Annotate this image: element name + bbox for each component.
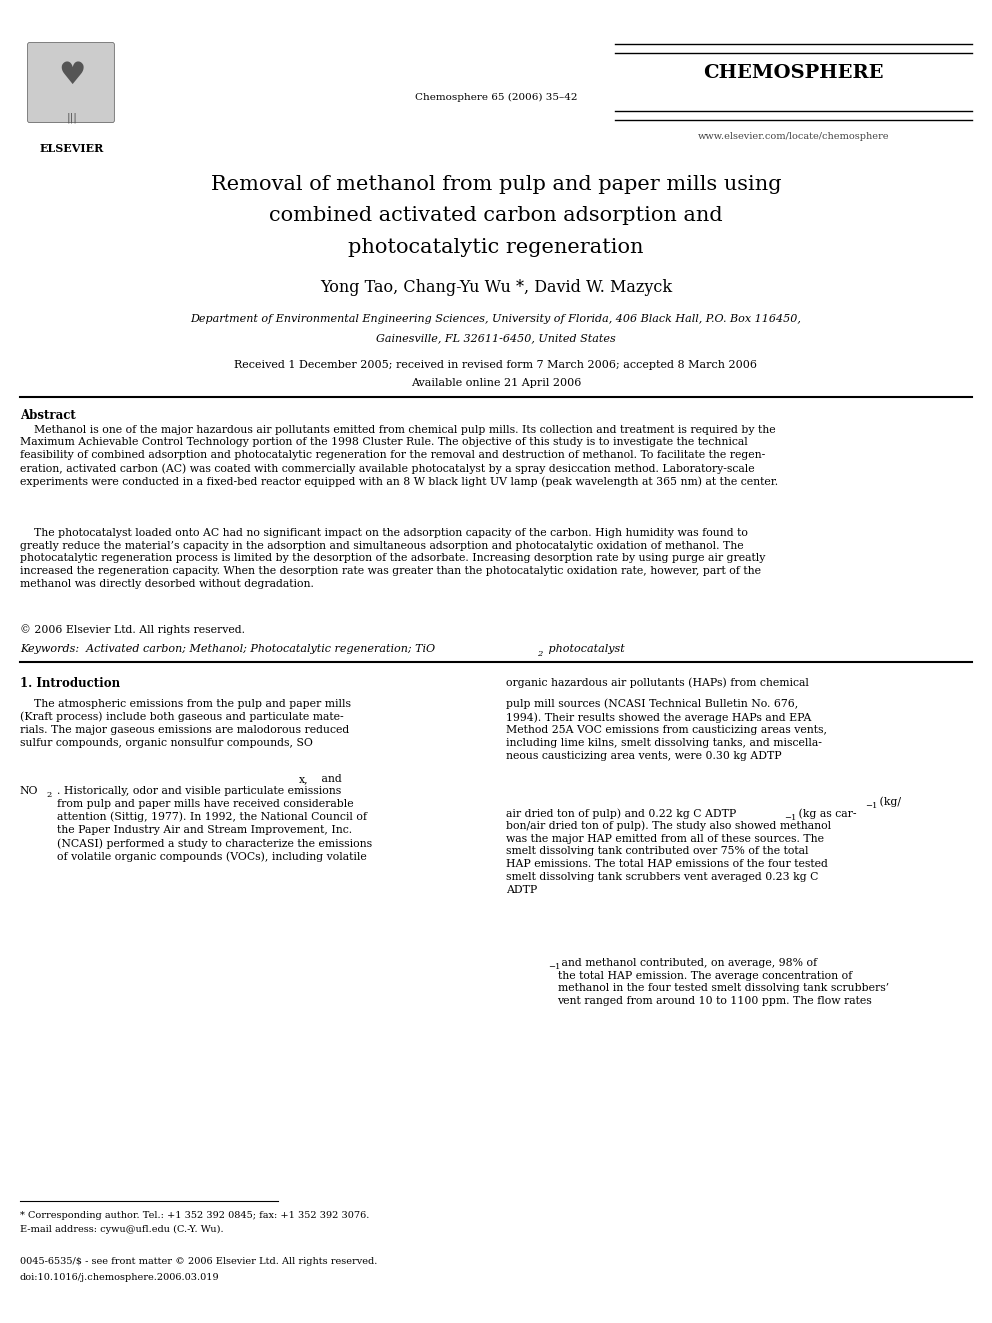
Text: pulp mill sources (NCASI Technical Bulletin No. 676,
1994). Their results showed: pulp mill sources (NCASI Technical Bulle… <box>506 699 827 761</box>
FancyBboxPatch shape <box>28 42 114 123</box>
Text: x,: x, <box>299 774 309 785</box>
Text: photocatalyst: photocatalyst <box>545 644 624 655</box>
Text: and: and <box>318 774 342 785</box>
Text: (kg/: (kg/ <box>876 796 901 807</box>
Text: photocatalytic regeneration: photocatalytic regeneration <box>348 238 644 257</box>
Text: Methanol is one of the major hazardous air pollutants emitted from chemical pulp: Methanol is one of the major hazardous a… <box>20 425 778 487</box>
Text: Received 1 December 2005; received in revised form 7 March 2006; accepted 8 Marc: Received 1 December 2005; received in re… <box>234 360 758 370</box>
Text: Available online 21 April 2006: Available online 21 April 2006 <box>411 378 581 389</box>
Text: organic hazardous air pollutants (HAPs) from chemical: organic hazardous air pollutants (HAPs) … <box>506 677 808 688</box>
Text: CHEMOSPHERE: CHEMOSPHERE <box>703 64 884 82</box>
Text: Removal of methanol from pulp and paper mills using: Removal of methanol from pulp and paper … <box>210 175 782 193</box>
Text: 1. Introduction: 1. Introduction <box>20 677 120 691</box>
Text: −1: −1 <box>549 963 560 971</box>
Text: Department of Environmental Engineering Sciences, University of Florida, 406 Bla: Department of Environmental Engineering … <box>190 314 802 324</box>
Text: |||: ||| <box>66 112 77 123</box>
Text: . Historically, odor and visible particulate emissions
from pulp and paper mills: . Historically, odor and visible particu… <box>57 786 372 863</box>
Text: (kg as car-: (kg as car- <box>795 808 856 819</box>
Text: combined activated carbon adsorption and: combined activated carbon adsorption and <box>269 206 723 225</box>
Text: Yong Tao, Chang-Yu Wu *, David W. Mazyck: Yong Tao, Chang-Yu Wu *, David W. Mazyck <box>320 279 672 296</box>
Text: bon/air dried ton of pulp). The study also showed methanol
was the major HAP emi: bon/air dried ton of pulp). The study al… <box>506 820 831 894</box>
Text: The photocatalyst loaded onto AC had no significant impact on the adsorption cap: The photocatalyst loaded onto AC had no … <box>20 528 765 589</box>
Text: 0045-6535/$ - see front matter © 2006 Elsevier Ltd. All rights reserved.: 0045-6535/$ - see front matter © 2006 El… <box>20 1257 377 1266</box>
Text: Chemosphere 65 (2006) 35–42: Chemosphere 65 (2006) 35–42 <box>415 93 577 102</box>
Text: doi:10.1016/j.chemosphere.2006.03.019: doi:10.1016/j.chemosphere.2006.03.019 <box>20 1273 219 1282</box>
Text: and methanol contributed, on average, 98% of
the total HAP emission. The average: and methanol contributed, on average, 98… <box>558 958 889 1007</box>
Text: © 2006 Elsevier Ltd. All rights reserved.: © 2006 Elsevier Ltd. All rights reserved… <box>20 624 245 635</box>
Text: Keywords:  Activated carbon; Methanol; Photocatalytic regeneration; TiO: Keywords: Activated carbon; Methanol; Ph… <box>20 644 434 655</box>
Text: ELSEVIER: ELSEVIER <box>40 143 103 153</box>
Text: air dried ton of pulp) and 0.22 kg C ADTP: air dried ton of pulp) and 0.22 kg C ADT… <box>506 808 736 819</box>
Text: Abstract: Abstract <box>20 409 75 422</box>
Text: E-mail address: cywu@ufl.edu (C.-Y. Wu).: E-mail address: cywu@ufl.edu (C.-Y. Wu). <box>20 1225 223 1234</box>
Text: ♥: ♥ <box>59 61 85 90</box>
Text: The atmospheric emissions from the pulp and paper mills
(Kraft process) include : The atmospheric emissions from the pulp … <box>20 699 351 747</box>
Text: −1: −1 <box>784 814 796 822</box>
Text: Gainesville, FL 32611-6450, United States: Gainesville, FL 32611-6450, United State… <box>376 333 616 344</box>
Text: 2: 2 <box>538 650 543 658</box>
Text: NO: NO <box>20 786 39 796</box>
Text: www.elsevier.com/locate/chemosphere: www.elsevier.com/locate/chemosphere <box>697 132 890 142</box>
Text: −1: −1 <box>865 802 877 810</box>
Text: 2: 2 <box>47 791 52 799</box>
Text: * Corresponding author. Tel.: +1 352 392 0845; fax: +1 352 392 3076.: * Corresponding author. Tel.: +1 352 392… <box>20 1211 369 1220</box>
